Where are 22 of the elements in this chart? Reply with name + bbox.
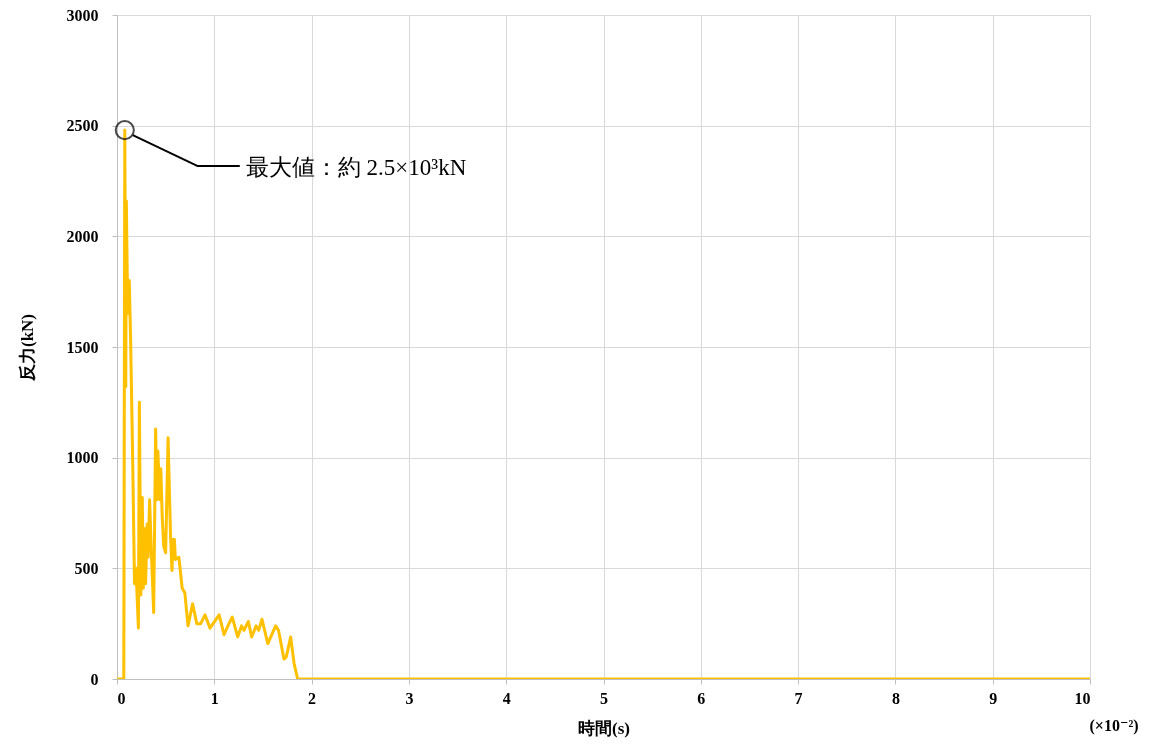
x-tick-label: 10 bbox=[1074, 689, 1091, 707]
x-tick-label: 7 bbox=[794, 689, 803, 707]
y-tick-label: 500 bbox=[74, 559, 99, 577]
x-axis-title: 時間(s) bbox=[578, 718, 630, 738]
x-tick-label: 5 bbox=[600, 689, 608, 707]
y-tick-label: 1000 bbox=[66, 449, 99, 467]
x-tick-label: 1 bbox=[210, 689, 219, 707]
y-tick-label: 2000 bbox=[66, 227, 99, 245]
x-tick-label: 2 bbox=[308, 689, 317, 707]
x-tick-label: 4 bbox=[502, 689, 511, 707]
y-tick-label: 3000 bbox=[66, 6, 99, 24]
y-tick-label: 0 bbox=[90, 670, 99, 688]
x-tick-label: 3 bbox=[405, 689, 414, 707]
x-tick-label: 8 bbox=[891, 689, 900, 707]
text: (×10⁻²) bbox=[1089, 717, 1139, 735]
annotation: 最大値：約 2.5×10³kN bbox=[245, 155, 467, 181]
y-tick-label: 2500 bbox=[66, 117, 99, 135]
y-axis-title: 反力(kN) bbox=[17, 313, 37, 383]
x-tick-label: 0 bbox=[117, 689, 126, 707]
x-tick-label: 6 bbox=[697, 689, 706, 707]
x-tick-label: 9 bbox=[989, 689, 998, 707]
y-tick-label: 1500 bbox=[66, 338, 99, 356]
